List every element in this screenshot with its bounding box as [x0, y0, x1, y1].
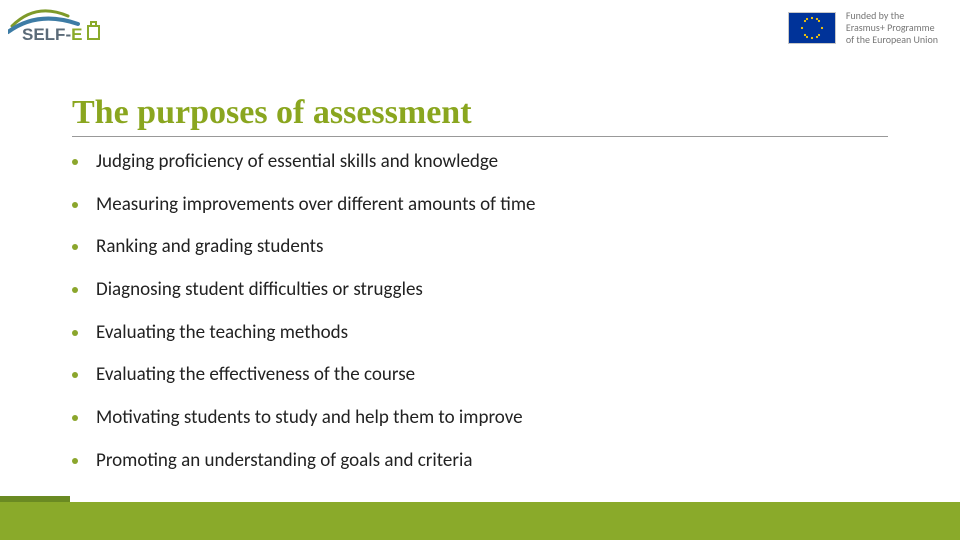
brand-logo: SELF-E	[8, 6, 104, 52]
bullet-icon	[72, 159, 78, 165]
logo-text-prefix: SELF-	[22, 25, 71, 44]
eu-flag-icon	[788, 12, 836, 44]
bullet-icon	[72, 287, 78, 293]
logo-text-suffix: E	[71, 25, 82, 44]
list-item-text: Evaluating the teaching methods	[96, 321, 348, 346]
list-item-text: Promoting an understanding of goals and …	[96, 449, 472, 474]
bullet-icon	[72, 202, 78, 208]
list-item-text: Measuring improvements over different am…	[96, 193, 536, 218]
funding-line-3: of the European Union	[846, 34, 938, 46]
funding-text: Funded by the Erasmus+ Programme of the …	[846, 10, 938, 46]
list-item-text: Motivating students to study and help th…	[96, 406, 523, 431]
list-item-text: Diagnosing student difficulties or strug…	[96, 278, 423, 303]
slide: SELF-E Funded by the Erasmus+ Programme	[0, 0, 960, 540]
list-item-text: Evaluating the effectiveness of the cour…	[96, 363, 415, 388]
bullet-icon	[72, 415, 78, 421]
list-item: Diagnosing student difficulties or strug…	[72, 278, 888, 303]
bullet-icon	[72, 330, 78, 336]
list-item-text: Ranking and grading students	[96, 235, 323, 260]
bullet-list: Judging proficiency of essential skills …	[72, 150, 888, 492]
bullet-icon	[72, 372, 78, 378]
svg-text:SELF-E: SELF-E	[22, 25, 82, 44]
footer-bar	[0, 502, 960, 540]
list-item: Measuring improvements over different am…	[72, 193, 888, 218]
bullet-icon	[72, 244, 78, 250]
list-item: Promoting an understanding of goals and …	[72, 449, 888, 474]
list-item: Evaluating the teaching methods	[72, 321, 888, 346]
page-title: The purposes of assessment	[72, 94, 888, 137]
list-item: Evaluating the effectiveness of the cour…	[72, 363, 888, 388]
logo-swoosh-icon: SELF-E	[8, 6, 104, 52]
list-item-text: Judging proficiency of essential skills …	[96, 150, 498, 175]
bullet-icon	[72, 458, 78, 464]
list-item: Ranking and grading students	[72, 235, 888, 260]
list-item: Judging proficiency of essential skills …	[72, 150, 888, 175]
funding-block: Funded by the Erasmus+ Programme of the …	[788, 10, 938, 46]
list-item: Motivating students to study and help th…	[72, 406, 888, 431]
